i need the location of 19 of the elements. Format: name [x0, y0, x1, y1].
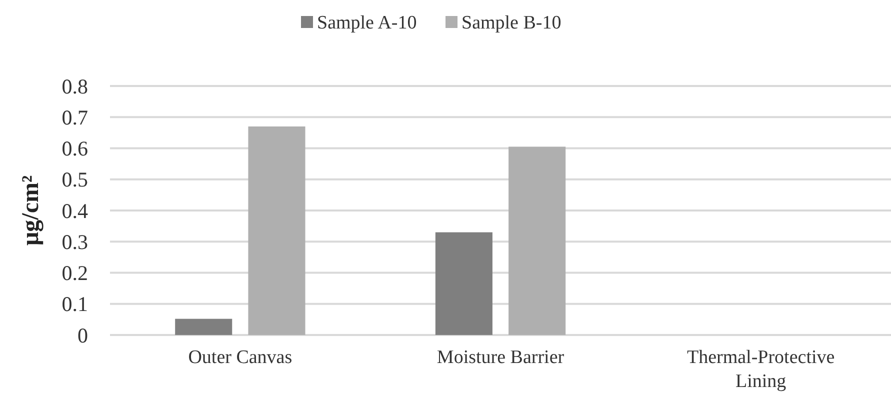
- y-tick-label: 0.1: [62, 292, 88, 316]
- y-tick-label: 0.6: [62, 136, 88, 161]
- legend-label: Sample B-10: [462, 12, 562, 34]
- y-tick-label: 0.5: [62, 168, 88, 192]
- y-tick-label: 0.8: [62, 74, 88, 98]
- bar: [435, 232, 492, 335]
- y-tick-label: 0.3: [62, 230, 88, 254]
- bar: [508, 146, 566, 335]
- x-tick-label: Thermal-Protective Lining: [686, 347, 835, 392]
- bar: [175, 318, 232, 335]
- legend-label: Sample A-10: [317, 12, 417, 34]
- y-axis-title: µg/cm²: [18, 175, 44, 246]
- y-tick-label: 0.7: [62, 105, 88, 130]
- y-tick-label: 0: [78, 323, 88, 348]
- x-tick-label: Moisture Barrier: [436, 347, 565, 368]
- y-tick-label: 0.4: [62, 198, 88, 223]
- bar: [248, 126, 306, 335]
- x-tick-label: Outer Canvas: [188, 347, 292, 368]
- y-tick-label: 0.2: [62, 261, 88, 286]
